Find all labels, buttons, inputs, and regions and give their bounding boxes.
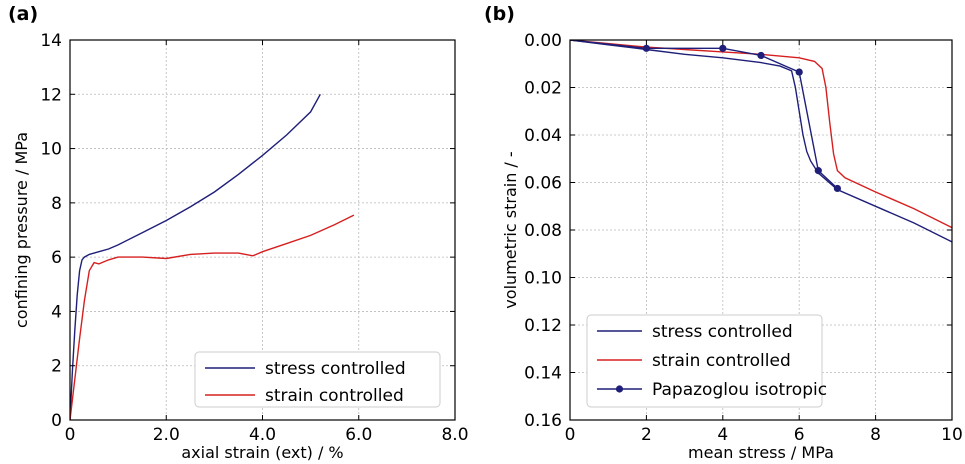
y-tick-label: 2 [51,357,62,377]
legend-marker [615,385,624,393]
x-axis-label: axial strain (ext) / % [181,443,343,462]
y-tick-label: 0.04 [524,126,562,146]
y-tick-label: 14 [40,31,62,51]
series-line-1 [570,40,952,229]
series-line-2 [570,40,838,189]
series-line-0 [570,40,952,243]
y-axis-label: volumetric strain / - [501,151,520,308]
y-tick-label: 10 [40,140,62,160]
data-point [795,68,803,76]
y-tick-label: 12 [40,85,62,105]
series-line-0 [70,93,321,420]
legend-box [586,314,823,408]
y-tick-label: 0.12 [524,316,562,336]
series-line-1 [70,214,355,420]
y-tick-label: 0.14 [524,364,562,384]
data-point [814,167,822,175]
data-point [719,44,727,52]
y-tick-label: 0.10 [524,269,562,289]
y-tick-label: 0.00 [524,31,562,51]
y-tick-label: 0.06 [524,174,562,194]
x-axis-label: mean stress / MPa [688,443,834,462]
legend-label: strain controlled [265,386,404,406]
y-tick-label: 0 [51,411,62,431]
x-tick-label: 2.0 [153,425,180,445]
legend-box [194,351,441,408]
x-tick-label: 4.0 [249,425,276,445]
x-tick-label: 6 [794,425,805,445]
x-tick-label: 8.0 [441,425,468,445]
legend-label: strain controlled [652,351,791,371]
panel-label: (a) [8,3,38,25]
y-tick-label: 4 [51,302,62,322]
legend-label: stress controlled [652,322,793,342]
data-point [757,51,765,60]
y-tick-label: 8 [51,194,62,214]
data-point [833,184,842,193]
x-tick-label: 6.0 [345,425,372,445]
y-tick-label: 0.08 [524,221,562,241]
x-tick-label: 2 [641,425,652,445]
y-tick-label: 0.02 [524,79,562,99]
y-tick-label: 0.16 [524,411,562,431]
panel-0: 0 2.0 4.0 6.0 8.0 0 2 4 6 8 10 12 14 axial strain (ex… [8,3,469,462]
x-tick-label: 0 [65,425,76,445]
data-point [642,44,651,52]
legend-label: stress controlled [265,359,406,379]
x-tick-label: 4 [717,425,728,445]
y-tick-label: 6 [51,248,62,268]
panel-1: 0 2 4 6 8 10 0.00 0.02 0.04 0.06 0.08 0.10 0.12 0.14 0… [484,3,963,462]
x-tick-label: 10 [941,425,963,445]
x-tick-label: 0 [565,425,576,445]
legend-label: Papazoglou isotropic [652,380,827,400]
y-axis-label: confining pressure / MPa [12,132,31,328]
panel-label: (b) [484,3,515,25]
x-tick-label: 8 [870,425,881,445]
